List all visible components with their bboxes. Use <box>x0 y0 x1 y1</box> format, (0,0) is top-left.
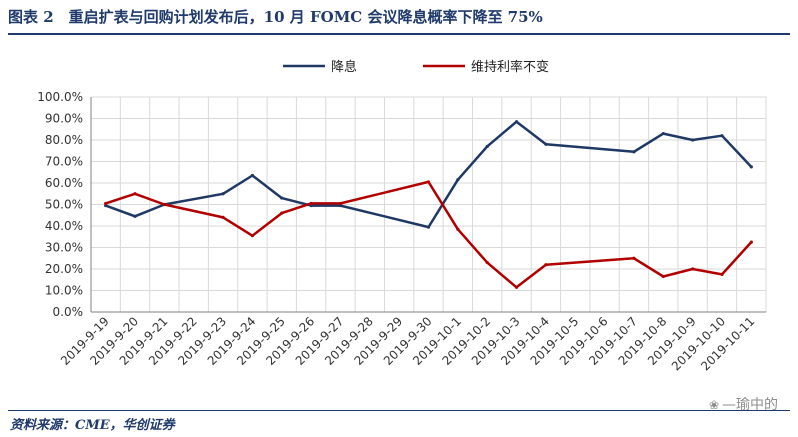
data-point <box>632 150 636 154</box>
y-tick-label: 80.0% <box>45 133 83 147</box>
wechat-icon: ❀ <box>708 398 719 412</box>
source-note: 资料来源：CME，华创证券 <box>10 418 175 433</box>
data-point <box>544 263 548 267</box>
y-tick-label: 30.0% <box>45 241 83 255</box>
legend-label-0: 降息 <box>331 59 357 75</box>
data-point <box>485 144 489 149</box>
y-tick-label: 0.0% <box>53 305 84 319</box>
data-point <box>280 196 284 200</box>
legend-label-1: 维持利率不变 <box>471 59 549 75</box>
data-point <box>133 192 137 196</box>
data-point <box>720 134 724 138</box>
top-divider <box>8 33 790 35</box>
y-tick-label: 20.0% <box>45 262 83 276</box>
data-point <box>221 215 225 219</box>
watermark-text: —瑜中的 <box>722 397 778 413</box>
data-point <box>426 180 431 184</box>
data-point <box>544 142 548 146</box>
data-point <box>250 173 255 178</box>
data-point <box>514 285 519 289</box>
data-point <box>691 267 695 271</box>
data-point <box>749 240 753 244</box>
data-point <box>456 178 460 182</box>
chart-title: 图表 2 重启扩表与回购计划发布后，10 月 FOMC 会议降息概率下降至 75… <box>8 8 543 26</box>
data-point <box>661 274 665 279</box>
data-point <box>485 260 489 265</box>
data-point <box>426 225 431 229</box>
y-tick-label: 50.0% <box>45 198 83 212</box>
y-tick-label: 90.0% <box>45 112 83 126</box>
y-tick-label: 40.0% <box>45 219 83 233</box>
line-chart: 0.0% 10.0% 20.0% 30.0% 40.0% 50.0% 60.0% 70.0% 8… <box>37 59 767 373</box>
data-point <box>104 201 108 206</box>
y-tick-label: 10.0% <box>45 284 83 298</box>
data-point <box>691 138 695 142</box>
data-point <box>720 272 724 276</box>
watermark: ❀ —瑜中的 <box>709 394 778 414</box>
data-point <box>456 227 460 231</box>
y-tick-label: 60.0% <box>45 176 83 190</box>
data-point <box>338 201 343 206</box>
y-tick-label: 100.0% <box>37 90 83 104</box>
series-line-1 <box>105 180 753 289</box>
data-point <box>749 165 753 169</box>
data-point <box>661 131 665 136</box>
bottom-divider <box>8 410 790 411</box>
y-tick-label: 70.0% <box>45 155 83 169</box>
data-point <box>514 120 519 124</box>
data-point <box>162 202 166 207</box>
data-point <box>280 211 284 215</box>
data-point <box>133 214 137 218</box>
data-point <box>221 192 225 196</box>
data-point <box>632 256 636 260</box>
data-point <box>309 201 313 206</box>
series-line-0 <box>105 120 753 229</box>
data-point <box>250 234 255 238</box>
